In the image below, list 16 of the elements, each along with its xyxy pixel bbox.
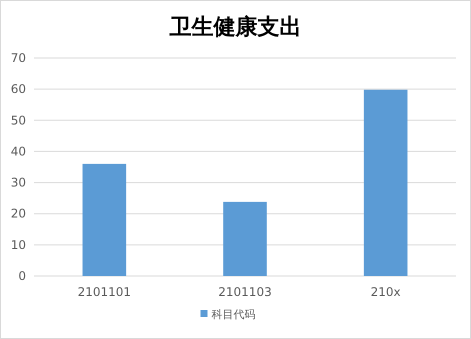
y-tick-label: 10 xyxy=(10,238,26,252)
y-tick-label: 60 xyxy=(10,82,26,96)
y-tick-label: 0 xyxy=(18,269,26,283)
y-tick-label: 70 xyxy=(10,51,26,65)
y-tick-label: 50 xyxy=(10,113,26,128)
x-tick-label: 2101101 xyxy=(78,285,132,299)
bar xyxy=(82,164,126,276)
chart-title: 卫生健康支出 xyxy=(168,14,302,40)
x-tick-label: 2101103 xyxy=(218,285,272,299)
bar xyxy=(223,202,267,276)
bar xyxy=(364,90,408,276)
y-tick-label: 40 xyxy=(10,144,26,158)
y-tick-label: 20 xyxy=(10,206,26,221)
legend-label: 科目代码 xyxy=(212,308,256,321)
x-tick-label: 210x xyxy=(370,285,401,299)
y-tick-label: 30 xyxy=(10,176,26,190)
